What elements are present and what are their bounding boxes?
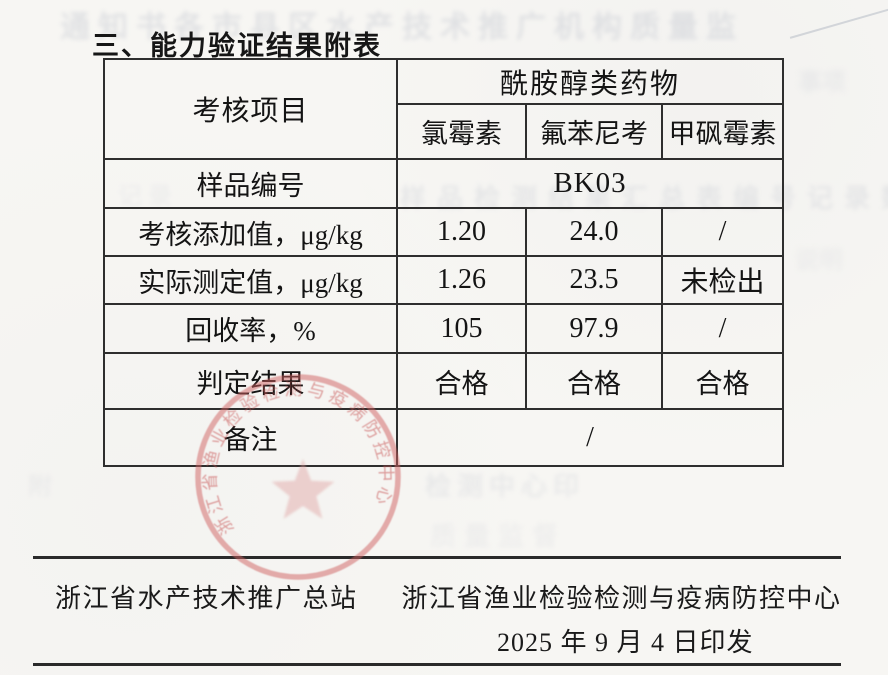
value-cell: 97.9: [525, 303, 663, 354]
table-row: 判定结果 合格 合格 合格: [103, 352, 784, 410]
row-label-cell: 实际测定值，μg/kg: [103, 255, 398, 305]
table-row: 氯霉素 氟苯尼考 甲砜霉素: [104, 103, 784, 160]
value-cell: 1.26: [396, 255, 527, 305]
footer-issue-date: 2025 年 9 月 4 日印发: [497, 628, 754, 657]
page-title: 三、能力验证结果附表: [92, 31, 382, 61]
remark-cell: /: [396, 408, 784, 467]
table-row: 样品编号 BK03: [103, 158, 784, 209]
footer-organizations: 浙江省水产技术推广总站 浙江省渔业检验检测与疫病防控中心: [55, 578, 842, 615]
bleed-through-texture: 事项: [798, 69, 846, 96]
value-cell: 未检出: [661, 255, 784, 305]
column-header-cell: 氯霉素: [396, 103, 527, 160]
footer-org-left: 浙江省水产技术推广总站: [55, 584, 358, 613]
value-cell: 24.0: [525, 207, 663, 257]
table-row: 备注 /: [103, 408, 784, 467]
row-label-cell: 备注: [103, 408, 398, 467]
value-cell: 合格: [661, 352, 784, 410]
bleed-through-texture: 说明: [795, 247, 843, 274]
column-header-cell: 氟苯尼考: [525, 103, 663, 160]
row-label-cell: 判定结果: [103, 352, 398, 410]
row-label-cell: 考核添加值，μg/kg: [103, 207, 398, 257]
drug-group-header-cell: 酰胺醇类药物: [396, 58, 784, 105]
value-cell: /: [661, 303, 784, 354]
table-row: 实际测定值，μg/kg 1.26 23.5 未检出: [103, 255, 784, 305]
scan-scratch-mark: [789, 7, 888, 39]
table-row: 考核添加值，μg/kg 1.20 24.0 /: [103, 207, 784, 257]
column-header-cell: 甲砜霉素: [661, 103, 784, 160]
value-cell: 合格: [525, 352, 663, 410]
bleed-through-texture: 附: [28, 473, 52, 500]
seal-star-icon: [271, 459, 335, 519]
footer-rule-bottom: [33, 663, 841, 666]
bleed-through-texture: 质量监督: [430, 521, 567, 551]
value-cell: 23.5: [525, 255, 663, 305]
footer-rule-top: [33, 556, 841, 559]
table-row: 考核项目 酰胺醇类药物: [103, 58, 784, 160]
value-cell: 105: [396, 303, 527, 354]
sample-id-cell: BK03: [396, 158, 784, 209]
results-table: 考核项目 酰胺醇类药物 氯霉素 氟苯尼考 甲砜霉素 样品编号 BK03 考核添加…: [103, 58, 784, 467]
value-cell: 合格: [396, 352, 527, 410]
corner-header-cell: 考核项目: [103, 58, 398, 160]
row-label-cell: 回收率，%: [103, 303, 398, 354]
bleed-through-texture: 检测中心印: [425, 471, 586, 501]
value-cell: 1.20: [396, 207, 527, 257]
row-label-cell: 样品编号: [103, 158, 398, 209]
footer-org-right: 浙江省渔业检验检测与疫病防控中心: [401, 584, 842, 613]
table-row: 回收率，% 105 97.9 /: [103, 303, 784, 354]
value-cell: /: [661, 207, 784, 257]
